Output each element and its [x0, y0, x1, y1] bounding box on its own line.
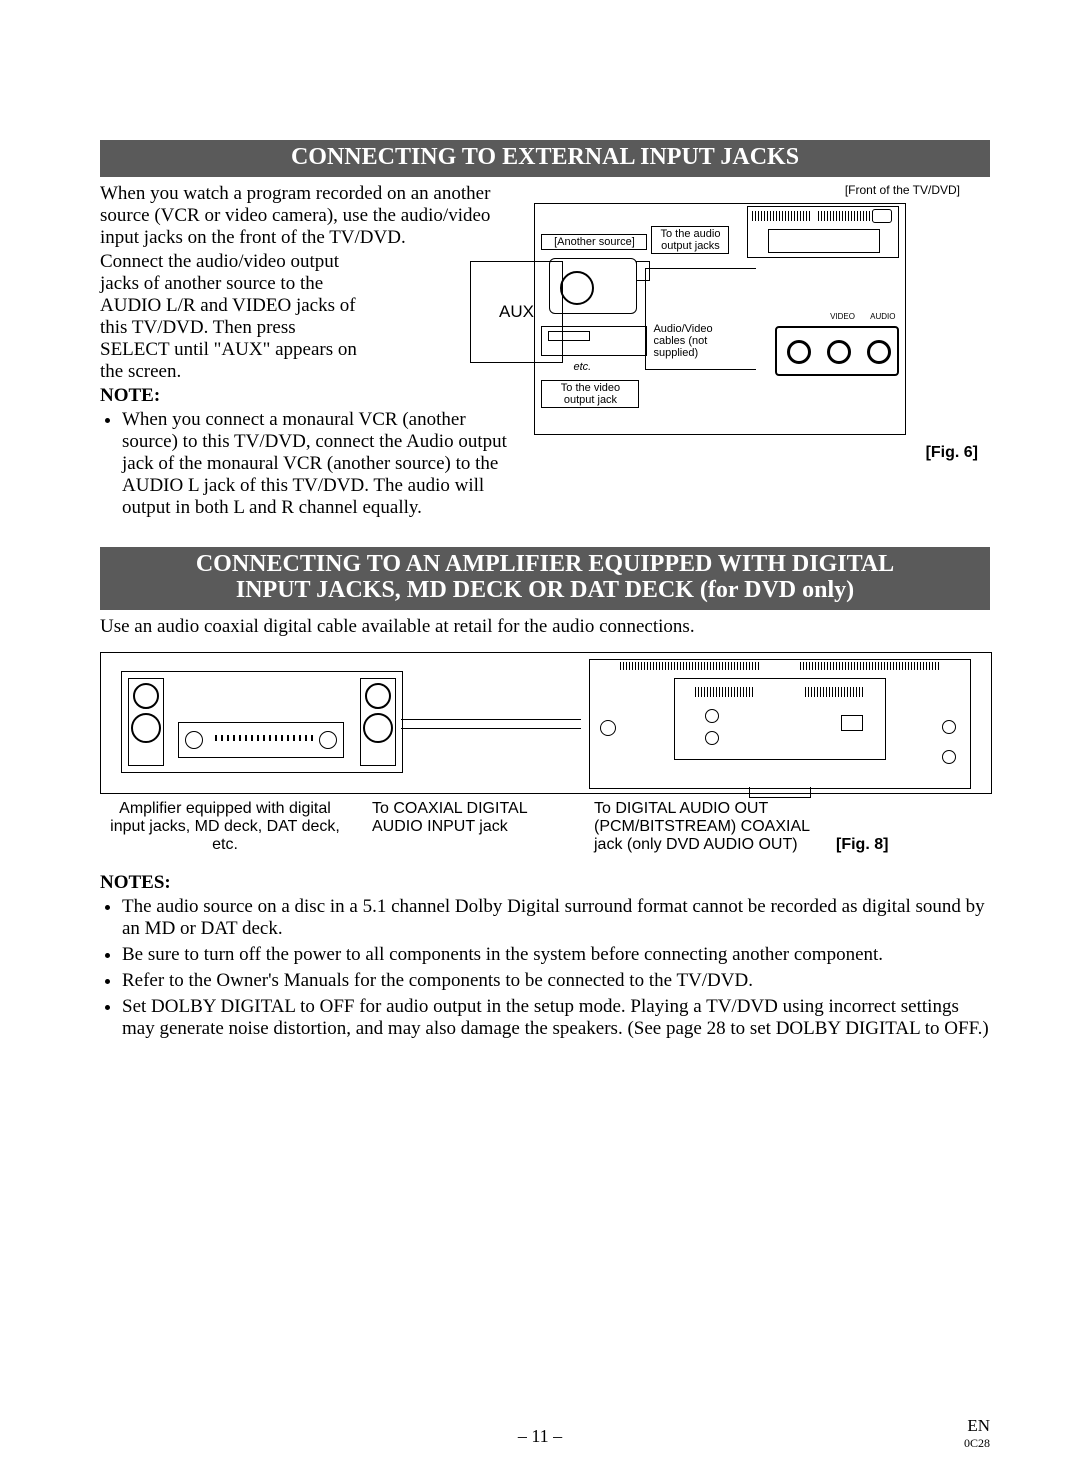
- section2-bullet: Be sure to turn off the power to all com…: [122, 944, 990, 966]
- fig6-front-label: [Front of the TV/DVD]: [534, 183, 990, 197]
- fig6-label: [Fig. 6]: [926, 444, 978, 461]
- fig6-camera-icon: [549, 258, 637, 314]
- footer-0c28: 0C28: [964, 1436, 990, 1451]
- fig6-jacks-panel: [775, 326, 899, 376]
- fig8-tv-icon: [589, 659, 971, 789]
- page-number: – 11 –: [0, 1426, 1080, 1447]
- section2-para1: Use an audio coaxial digital cable avail…: [100, 616, 990, 638]
- fig8-caption-coax-in: To COAXIAL DIGITAL AUDIO INPUT jack: [372, 800, 594, 854]
- fig8-caption-amp: Amplifier equipped with digital input ja…: [100, 800, 372, 854]
- section1-note-label: NOTE:: [100, 385, 520, 407]
- section2-title-l1: CONNECTING TO AN AMPLIFIER EQUIPPED WITH…: [100, 551, 990, 577]
- section2-notes-list: The audio source on a disc in a 5.1 chan…: [122, 896, 990, 1040]
- section1-para2: Connect the audio/video output jacks of …: [100, 251, 360, 383]
- footer-code: EN 0C28: [964, 1416, 990, 1451]
- fig6-cable-icon: [645, 268, 756, 370]
- fig6-tv-top-icon: [747, 206, 899, 258]
- section2-bullet: Set DOLBY DIGITAL to OFF for audio outpu…: [122, 996, 990, 1040]
- section1-title: CONNECTING TO EXTERNAL INPUT JACKS: [100, 140, 990, 177]
- fig6-to-audio: To the audio output jacks: [651, 226, 729, 254]
- fig6-another-source: [Another source]: [541, 234, 647, 250]
- fig6-vcr-icon: [541, 326, 647, 356]
- fig6-diagram: [Another source] etc. To the video outpu…: [534, 203, 906, 435]
- fig8-diagram: [100, 652, 992, 794]
- footer-en: EN: [964, 1416, 990, 1436]
- fig6-etc: etc.: [571, 360, 593, 374]
- fig6-audio-label: AUDIO: [870, 312, 895, 321]
- section2-title-l2: INPUT JACKS, MD DECK OR DAT DECK (for DV…: [100, 577, 990, 603]
- section2-bullet: Refer to the Owner's Manuals for the com…: [122, 970, 990, 992]
- section1-para1: When you watch a program recorded on an …: [100, 183, 520, 249]
- section1-left-col: When you watch a program recorded on an …: [100, 183, 520, 523]
- section2-notes-label: NOTES:: [100, 872, 990, 894]
- section2-title: CONNECTING TO AN AMPLIFIER EQUIPPED WITH…: [100, 547, 990, 610]
- fig6-to-video: To the video output jack: [541, 380, 639, 408]
- section1-note-bullet: When you connect a monaural VCR (another…: [122, 409, 520, 519]
- section1-right-col: [Front of the TV/DVD] [Another source] e…: [534, 183, 990, 523]
- fig8-caption-digital-out: To DIGITAL AUDIO OUT (PCM/BITSTREAM) COA…: [594, 800, 836, 854]
- fig6-video-label: VIDEO: [830, 312, 855, 321]
- fig8-label: [Fig. 8]: [836, 836, 888, 853]
- section2-bullet: The audio source on a disc in a 5.1 chan…: [122, 896, 990, 940]
- fig8-cable-icon: [401, 719, 581, 729]
- fig8-captions: Amplifier equipped with digital input ja…: [100, 800, 990, 854]
- fig8-amp-icon: [121, 671, 403, 773]
